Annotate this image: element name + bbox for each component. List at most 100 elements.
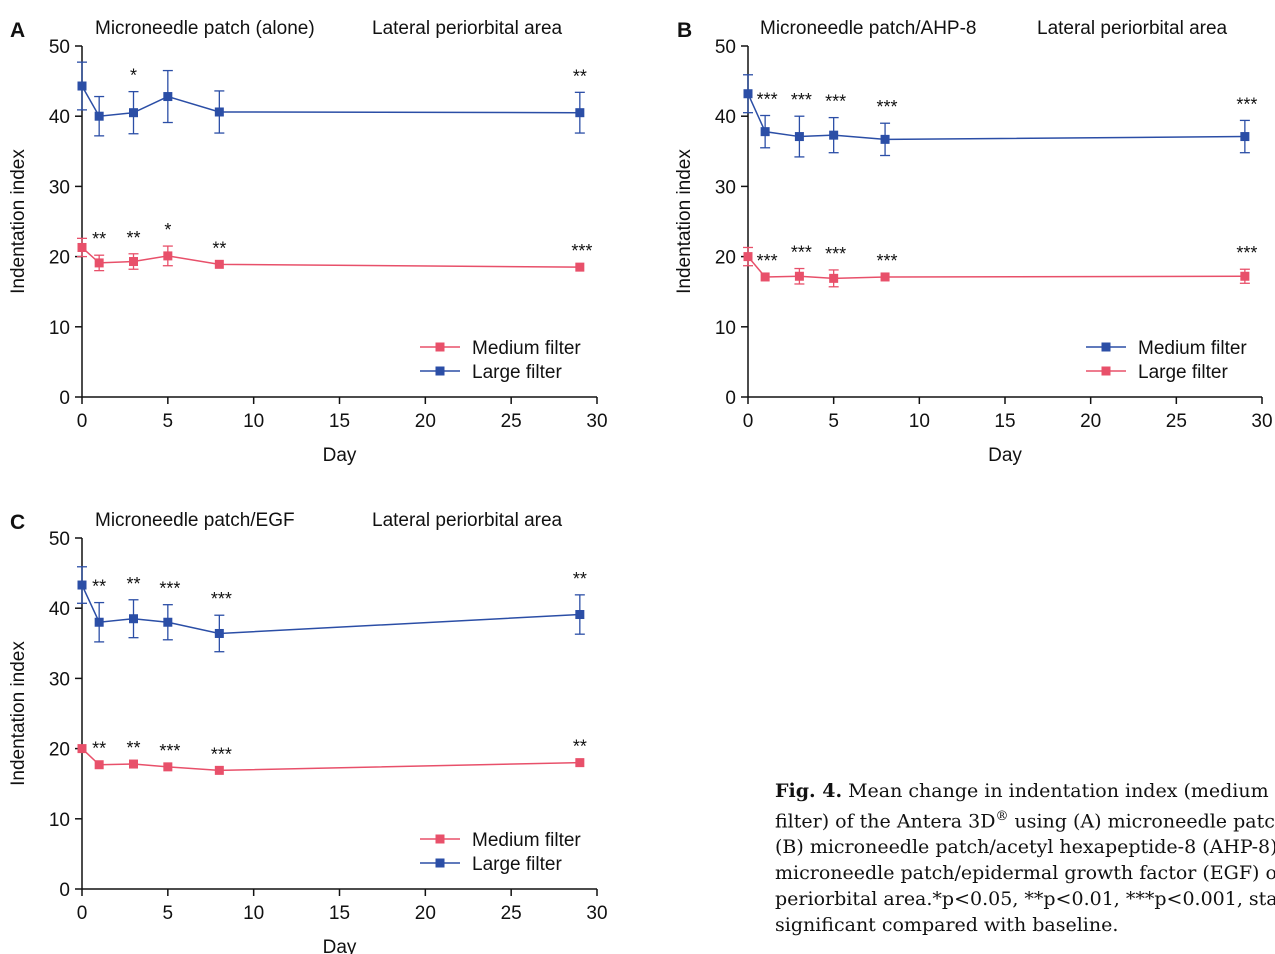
- data-point: [214, 628, 224, 638]
- data-point: [760, 127, 770, 137]
- significance-label: ***: [159, 579, 180, 599]
- chart-panel-a: A Microneedle patch (alone) Lateral perior…: [8, 18, 608, 466]
- x-tick-label: 10: [243, 903, 264, 924]
- legend: Medium filter Large filter: [420, 830, 581, 875]
- data-point: [94, 111, 104, 121]
- data-point: [94, 760, 104, 770]
- significance-label: **: [126, 738, 140, 758]
- x-tick-label: 0: [743, 411, 754, 432]
- figure-caption: Fig. 4. Mean change in indentation index…: [775, 778, 1275, 938]
- y-tick-label: 50: [49, 529, 70, 550]
- chart-panel-c: C Microneedle patch/EGF Lateral periorbita…: [8, 510, 608, 954]
- legend-label: Medium filter: [472, 338, 581, 359]
- caption-line-4: microneedle patch/epidermal growth facto…: [775, 860, 1275, 886]
- chart-subtitle: Lateral periorbital area: [372, 510, 563, 531]
- x-tick-label: 20: [415, 903, 436, 924]
- data-point: [163, 92, 173, 102]
- legend-label: Medium filter: [472, 830, 581, 851]
- x-tick-label: 25: [501, 411, 522, 432]
- significance-label: ***: [791, 243, 812, 263]
- data-point: [1240, 271, 1250, 281]
- y-tick-label: 30: [49, 177, 70, 198]
- series-large-filter: *** *** *** *** ***: [743, 243, 1257, 288]
- x-tick-label: 25: [501, 903, 522, 924]
- x-tick-label: 10: [243, 411, 264, 432]
- significance-label: ***: [757, 251, 778, 271]
- data-point: [829, 130, 839, 140]
- significance-label: **: [126, 228, 140, 248]
- legend: Medium filter Large filter: [1086, 338, 1247, 383]
- y-tick-label: 10: [715, 318, 736, 339]
- y-tick-label: 50: [49, 37, 70, 58]
- caption-line-2: filter) of the Antera 3D® using (A) micr…: [775, 804, 1275, 834]
- y-tick-label: 30: [715, 177, 736, 198]
- y-tick-label: 0: [59, 880, 70, 901]
- series-large-filter: * **: [77, 61, 587, 137]
- significance-label: ***: [825, 92, 846, 112]
- significance-label: ***: [757, 89, 778, 109]
- data-point: [129, 257, 138, 267]
- chart-panel-b: B Microneedle patch/AHP-8 Lateral periorbi…: [674, 18, 1273, 466]
- caption-label: Fig. 4.: [775, 780, 843, 802]
- x-tick-label: 20: [1080, 411, 1101, 432]
- legend-label: Medium filter: [1138, 338, 1247, 359]
- x-tick-label: 0: [77, 903, 88, 924]
- legend-marker: [435, 342, 445, 352]
- data-point: [575, 758, 585, 768]
- y-tick-label: 10: [49, 318, 70, 339]
- y-axis-label: Indentation index: [674, 149, 695, 294]
- significance-label: *: [164, 220, 171, 240]
- x-tick-label: 10: [909, 411, 930, 432]
- significance-label: **: [212, 238, 226, 258]
- series-line: [747, 93, 1245, 141]
- significance-label: **: [92, 739, 106, 759]
- legend-marker: [1101, 366, 1111, 376]
- panel-label: A: [10, 19, 25, 42]
- x-tick-label: 25: [1166, 411, 1187, 432]
- data-point: [77, 81, 87, 91]
- data-point: [575, 262, 585, 272]
- significance-label: ***: [791, 90, 812, 110]
- significance-label: **: [92, 577, 106, 597]
- data-point: [214, 765, 224, 775]
- caption-line-5: periorbital area.*p<0.05, **p<0.01, ***p…: [775, 886, 1275, 912]
- caption-text-2: filter) of the Antera 3D: [775, 810, 996, 833]
- series-line: [81, 246, 580, 268]
- x-axis-label: Day: [323, 445, 357, 466]
- legend-label: Large filter: [472, 854, 562, 875]
- y-tick-label: 40: [49, 599, 70, 620]
- y-tick-label: 0: [725, 388, 736, 409]
- x-tick-label: 5: [828, 411, 839, 432]
- y-tick-label: 20: [715, 248, 736, 269]
- x-axis-label: Day: [323, 937, 357, 954]
- caption-text-7: significant compared with baseline.: [775, 914, 1119, 937]
- x-tick-label: 30: [586, 411, 607, 432]
- data-point: [77, 744, 87, 754]
- x-tick-label: 15: [994, 411, 1015, 432]
- series-medium-filter: ** ** *** *** **: [77, 737, 587, 775]
- series-line: [81, 85, 580, 117]
- caption-text-3: using (A) microneedle patch alor: [1014, 810, 1275, 833]
- significance-label: ***: [1236, 94, 1257, 114]
- legend-label: Large filter: [472, 362, 562, 383]
- x-tick-label: 30: [1251, 411, 1272, 432]
- data-point: [880, 134, 890, 144]
- data-point: [794, 271, 804, 281]
- data-point: [880, 272, 890, 282]
- caption-text-5: microneedle patch/epidermal growth facto…: [775, 862, 1275, 885]
- y-axis-label: Indentation index: [8, 641, 29, 786]
- x-tick-label: 30: [586, 903, 607, 924]
- x-tick-label: 15: [329, 903, 350, 924]
- significance-label: ***: [211, 744, 232, 764]
- x-tick-label: 15: [329, 411, 350, 432]
- chart-subtitle: Lateral periorbital area: [372, 18, 563, 39]
- chart-title: Microneedle patch (alone): [95, 18, 315, 39]
- data-point: [163, 762, 173, 772]
- caption-text-1: Mean change in indentation index (medium…: [848, 780, 1275, 802]
- data-point: [129, 614, 138, 624]
- significance-label: *: [130, 66, 137, 86]
- data-point: [214, 107, 224, 117]
- y-tick-label: 20: [49, 740, 70, 761]
- caption-text-6: periorbital area.*p<0.05, **p<0.01, ***p…: [775, 888, 1275, 911]
- significance-label: **: [126, 574, 140, 594]
